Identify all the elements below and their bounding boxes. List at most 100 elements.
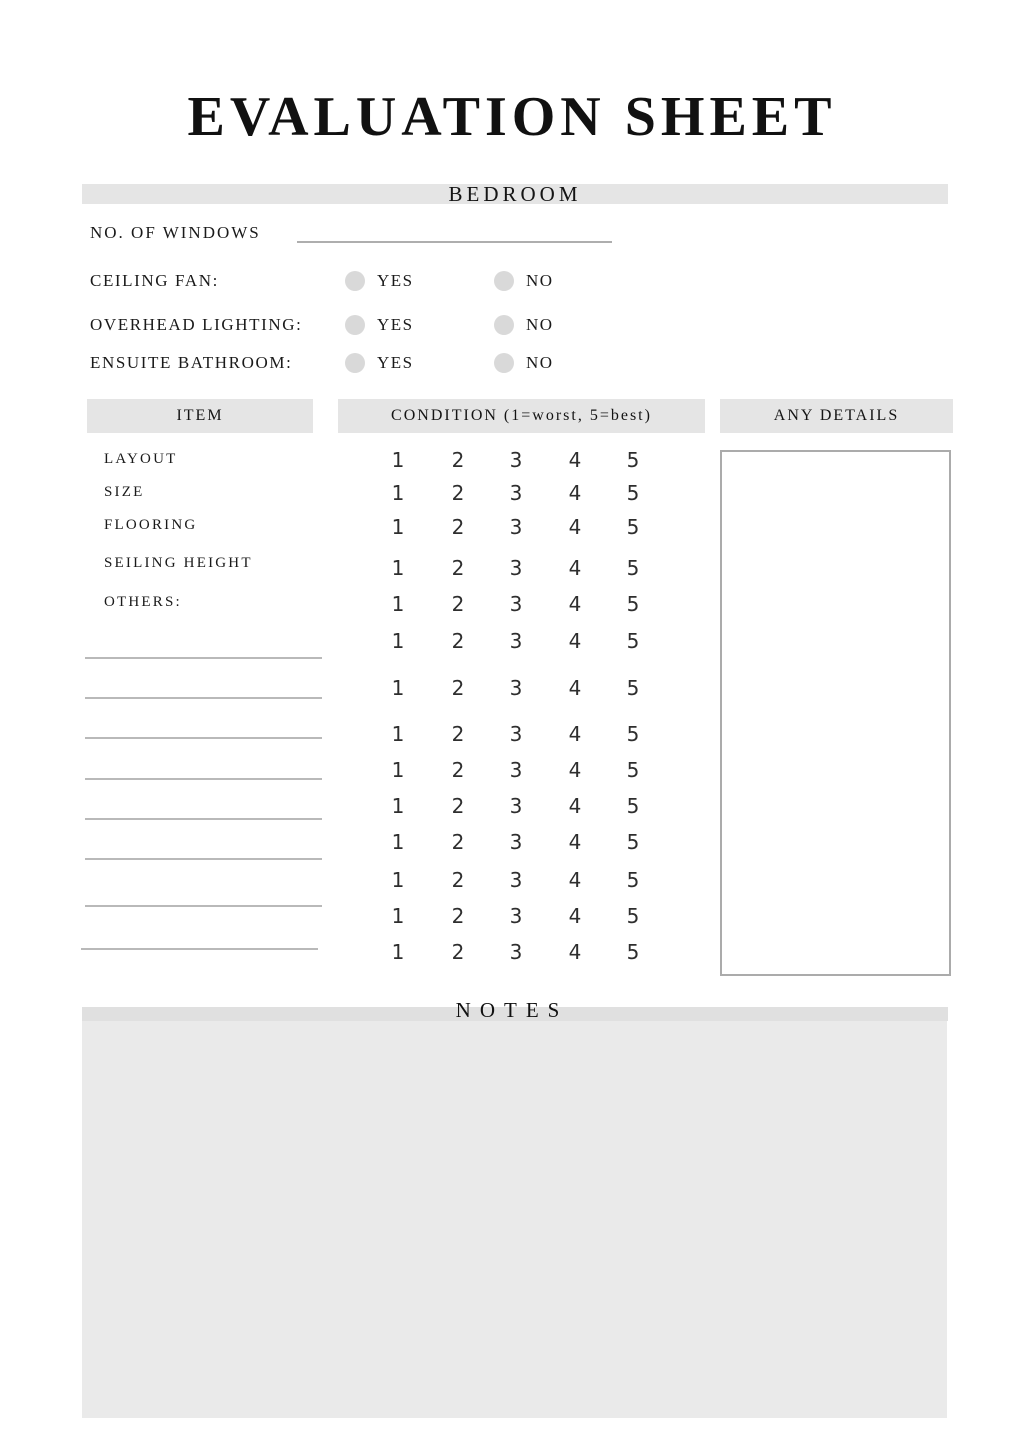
condition-option[interactable]: 5 [626, 676, 640, 700]
condition-option[interactable]: 1 [391, 515, 405, 539]
condition-option[interactable]: 4 [568, 676, 582, 700]
condition-option[interactable]: 2 [451, 722, 465, 746]
condition-option[interactable]: 1 [391, 556, 405, 580]
condition-option[interactable]: 3 [509, 592, 523, 616]
yes-radio[interactable] [345, 315, 365, 335]
condition-option[interactable]: 3 [509, 481, 523, 505]
no-radio[interactable] [494, 353, 514, 373]
condition-option[interactable]: 4 [568, 868, 582, 892]
condition-option[interactable]: 5 [626, 904, 640, 928]
condition-option[interactable]: 3 [509, 448, 523, 472]
yes-label: YES [377, 315, 414, 334]
condition-option[interactable]: 4 [568, 758, 582, 782]
condition-row: 1 2 3 4 5 [0, 828, 1024, 856]
item-input-line[interactable] [85, 818, 322, 820]
windows-input-line[interactable] [297, 241, 612, 243]
condition-option[interactable]: 5 [626, 940, 640, 964]
yes-label: YES [377, 353, 414, 372]
condition-row: 1 2 3 4 5 [0, 479, 1024, 507]
notes-input-area[interactable] [82, 1021, 947, 1418]
item-input-line[interactable] [85, 657, 322, 659]
condition-option[interactable]: 1 [391, 868, 405, 892]
condition-option[interactable]: 2 [451, 448, 465, 472]
condition-option[interactable]: 5 [626, 722, 640, 746]
condition-option[interactable]: 2 [451, 481, 465, 505]
condition-option[interactable]: 3 [509, 722, 523, 746]
condition-option[interactable]: 5 [626, 830, 640, 854]
condition-option[interactable]: 1 [391, 794, 405, 818]
condition-option[interactable]: 1 [391, 481, 405, 505]
condition-option[interactable]: 5 [626, 515, 640, 539]
condition-option[interactable]: 1 [391, 722, 405, 746]
condition-option[interactable]: 2 [451, 830, 465, 854]
no-radio[interactable] [494, 271, 514, 291]
condition-option[interactable]: 4 [568, 592, 582, 616]
condition-option[interactable]: 1 [391, 904, 405, 928]
condition-option[interactable]: 5 [626, 629, 640, 653]
condition-option[interactable]: 1 [391, 940, 405, 964]
condition-row: 1 2 3 4 5 [0, 866, 1024, 894]
condition-option[interactable]: 5 [626, 794, 640, 818]
condition-option[interactable]: 3 [509, 629, 523, 653]
condition-option[interactable]: 2 [451, 515, 465, 539]
notes-label: NOTES [455, 998, 569, 1022]
item-input-line[interactable] [81, 948, 318, 950]
condition-option[interactable]: 5 [626, 592, 640, 616]
condition-option[interactable]: 4 [568, 629, 582, 653]
condition-option[interactable]: 5 [626, 448, 640, 472]
windows-field-label: NO. OF WINDOWS [90, 223, 261, 242]
condition-option[interactable]: 2 [451, 794, 465, 818]
condition-option[interactable]: 3 [509, 868, 523, 892]
condition-option[interactable]: 5 [626, 556, 640, 580]
condition-option[interactable]: 1 [391, 676, 405, 700]
condition-option[interactable]: 2 [451, 940, 465, 964]
condition-option[interactable]: 2 [451, 868, 465, 892]
no-radio[interactable] [494, 315, 514, 335]
condition-option[interactable]: 3 [509, 758, 523, 782]
condition-option[interactable]: 4 [568, 556, 582, 580]
condition-option[interactable]: 4 [568, 830, 582, 854]
condition-option[interactable]: 2 [451, 676, 465, 700]
details-input-box[interactable] [720, 450, 951, 976]
condition-option[interactable]: 3 [509, 515, 523, 539]
item-input-line[interactable] [85, 858, 322, 860]
condition-option[interactable]: 4 [568, 481, 582, 505]
condition-option[interactable]: 3 [509, 794, 523, 818]
condition-option[interactable]: 1 [391, 830, 405, 854]
condition-option[interactable]: 4 [568, 722, 582, 746]
condition-option[interactable]: 4 [568, 904, 582, 928]
condition-option[interactable]: 1 [391, 758, 405, 782]
condition-option[interactable]: 4 [568, 515, 582, 539]
condition-option[interactable]: 2 [451, 592, 465, 616]
condition-option[interactable]: 3 [509, 940, 523, 964]
yes-radio[interactable] [345, 353, 365, 373]
condition-option[interactable]: 2 [451, 758, 465, 782]
item-label: LAYOUT [104, 451, 178, 467]
item-input-line[interactable] [85, 697, 322, 699]
yes-radio[interactable] [345, 271, 365, 291]
condition-option[interactable]: 4 [568, 448, 582, 472]
condition-option[interactable]: 3 [509, 904, 523, 928]
item-label: SIZE [104, 484, 145, 500]
condition-option[interactable]: 2 [451, 556, 465, 580]
item-input-line[interactable] [85, 905, 322, 907]
condition-option[interactable]: 2 [451, 629, 465, 653]
condition-option[interactable]: 5 [626, 481, 640, 505]
condition-option[interactable]: 5 [626, 868, 640, 892]
condition-option[interactable]: 1 [391, 592, 405, 616]
question-label: OVERHEAD LIGHTING: [90, 315, 303, 334]
condition-option[interactable]: 1 [391, 448, 405, 472]
condition-option[interactable]: 2 [451, 904, 465, 928]
condition-option[interactable]: 4 [568, 940, 582, 964]
condition-option[interactable]: 3 [509, 830, 523, 854]
item-label: FLOORING [104, 517, 198, 533]
condition-option[interactable]: 3 [509, 556, 523, 580]
condition-option[interactable]: 5 [626, 758, 640, 782]
condition-option[interactable]: 3 [509, 676, 523, 700]
condition-row: 1 2 3 4 5 [0, 756, 1024, 784]
item-input-line[interactable] [85, 737, 322, 739]
item-input-line[interactable] [85, 778, 322, 780]
condition-option[interactable]: 1 [391, 629, 405, 653]
condition-option[interactable]: 4 [568, 794, 582, 818]
column-header-condition: CONDITION (1=worst, 5=best) [338, 399, 705, 433]
